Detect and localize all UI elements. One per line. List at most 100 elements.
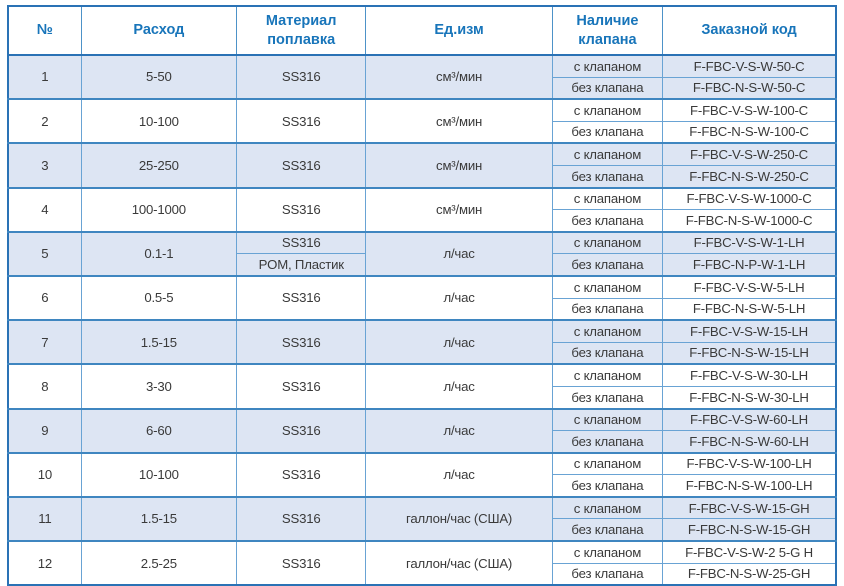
cell-valve-without: без клапана: [551, 297, 664, 321]
cell-unit: л/час: [365, 451, 553, 498]
cell-float-material: SS316: [236, 451, 367, 498]
cell-valve-without: без клапана: [551, 430, 664, 454]
cell-valve-with: с клапаном: [551, 53, 664, 78]
cell-float-material: SS316: [236, 142, 367, 189]
cell-valve-without: без клапана: [551, 120, 664, 144]
cell-number: 1: [7, 53, 82, 100]
cell-order-code: F-FBC-N-S-W-15-GH: [662, 518, 837, 542]
cell-valve-with: с клапаном: [551, 407, 664, 432]
table-row: 3 25-250 SS316 см³/мин с клапаном F-FBC-V-S-W…: [7, 142, 837, 189]
cell-flow-range: 25-250: [80, 142, 238, 189]
cell-order-code: F-FBC-V-S-W-1-LH: [662, 230, 837, 255]
cell-valve-without: без клапана: [551, 474, 664, 498]
cell-unit: л/час: [365, 319, 553, 365]
cell-number: 6: [7, 274, 82, 321]
table-row: 8 3-30 SS316 л/час с клапаном F-FBC-V-S-W-30-…: [7, 363, 837, 410]
cell-valve-without: без клапана: [551, 341, 664, 365]
cell-valve-with: с клапаном: [551, 451, 664, 476]
cell-flow-range: 10-100: [80, 451, 238, 498]
table-row: 2 10-100 SS316 см³/мин с клапаном F-FBC-V-S-W…: [7, 98, 837, 144]
cell-valve-with: с клапаном: [551, 495, 664, 520]
cell-order-code: F-FBC-V-S-W-250-C: [662, 142, 837, 166]
cell-unit: л/час: [365, 274, 553, 321]
cell-valve-with: с клапаном: [551, 142, 664, 166]
table-subrow: без клапана F-FBC-N-S-W-60-LH: [8, 430, 837, 454]
cell-flow-range: 1.5-15: [80, 495, 238, 542]
cell-order-code: F-FBC-V-S-W-60-LH: [662, 407, 837, 432]
cell-valve-without: без клапана: [551, 253, 664, 277]
cell-flow-range: 3-30: [80, 363, 238, 410]
cell-valve-with: с клапаном: [551, 230, 664, 255]
cell-order-code: F-FBC-V-S-W-1000-C: [662, 186, 837, 211]
cell-number: 2: [7, 98, 82, 144]
col-header-flow: Расход: [80, 5, 238, 56]
cell-order-code: F-FBC-N-S-W-5-LH: [662, 297, 837, 321]
cell-order-code: F-FBC-N-P-W-1-LH: [662, 253, 837, 277]
table-subrow: без клапана F-FBC-N-S-W-15-LH: [8, 341, 837, 365]
cell-number: 3: [7, 142, 82, 189]
table-row: 6 0.5-5 SS316 л/час с клапаном F-FBC-V-S-W-5-…: [7, 274, 837, 321]
cell-float-material: SS316: [236, 186, 367, 233]
table-subrow: без клапана F-FBC-N-S-W-5-LH: [8, 297, 837, 321]
cell-order-code: F-FBC-N-S-W-100-C: [662, 120, 837, 144]
cell-order-code: F-FBC-V-S-W-50-C: [662, 53, 837, 78]
col-header-code: Заказной код: [662, 5, 837, 56]
cell-float-material: SS316: [236, 407, 367, 454]
cell-order-code: F-FBC-N-S-W-25-GH: [662, 562, 837, 586]
table-row: 1 5-50 SS316 см³/мин с клапаном F-FBC-V-S-W-5…: [7, 53, 837, 100]
cell-valve-without: без клапана: [551, 385, 664, 410]
cell-float-material: SS316: [236, 53, 367, 100]
cell-float-material: POM, Пластик: [236, 253, 367, 277]
cell-number: 8: [7, 363, 82, 410]
cell-valve-with: с клапаном: [551, 274, 664, 299]
cell-float-material: SS316: [236, 230, 367, 255]
cell-flow-range: 1.5-15: [80, 319, 238, 365]
cell-order-code: F-FBC-V-S-W-5-LH: [662, 274, 837, 299]
order-codes-table-wrap: № Расход Материал поплавка Ед.изм Наличи…: [7, 5, 837, 586]
cell-unit: см³/мин: [365, 142, 553, 189]
col-header-material: Материал поплавка: [236, 5, 367, 56]
cell-unit: см³/мин: [365, 186, 553, 233]
cell-order-code: F-FBC-N-S-W-50-C: [662, 76, 837, 100]
cell-float-material: SS316: [236, 274, 367, 321]
cell-order-code: F-FBC-N-S-W-1000-C: [662, 209, 837, 233]
table-subrow: без клапана F-FBC-N-S-W-30-LH: [8, 385, 837, 410]
table-row: 4 100-1000 SS316 см³/мин с клапаном F-FBC-V-S…: [7, 186, 837, 233]
table-row: 9 6-60 SS316 л/час с клапаном F-FBC-V-S-W-60-…: [7, 407, 837, 454]
cell-order-code: F-FBC-V-S-W-30-LH: [662, 363, 837, 387]
cell-valve-with: с клапаном: [551, 319, 664, 343]
cell-order-code: F-FBC-N-S-W-60-LH: [662, 430, 837, 454]
table-row: 7 1.5-15 SS316 л/час с клапаном F-FBC-V-S-W-1…: [7, 319, 837, 365]
table-subrow: без клапана F-FBC-N-S-W-50-C: [8, 76, 837, 100]
table-subrow: без клапана F-FBC-N-S-W-15-GH: [8, 518, 837, 542]
table-subrow: POM, Пластик без клапана F-FBC-N-P-W-1-LH: [8, 253, 837, 277]
cell-valve-with: с клапаном: [551, 363, 664, 387]
cell-flow-range: 100-1000: [80, 186, 238, 233]
cell-valve-without: без клапана: [551, 518, 664, 542]
table-header: № Расход Материал поплавка Ед.изм Наличи…: [7, 5, 837, 56]
cell-float-material: SS316: [236, 98, 367, 144]
cell-order-code: F-FBC-N-S-W-100-LH: [662, 474, 837, 498]
cell-float-material: SS316: [236, 540, 367, 586]
cell-float-material: SS316: [236, 495, 367, 542]
cell-number: 9: [7, 407, 82, 454]
cell-number: 10: [7, 451, 82, 498]
cell-valve-without: без клапана: [551, 164, 664, 189]
cell-unit: см³/мин: [365, 98, 553, 144]
table-row: 12 2.5-25 SS316 галлон/час (США) с клапаном F…: [7, 540, 837, 586]
cell-valve-with: с клапаном: [551, 186, 664, 211]
cell-flow-range: 0.5-5: [80, 274, 238, 321]
order-codes-table: № Расход Материал поплавка Ед.изм Наличи…: [7, 5, 837, 586]
cell-flow-range: 2.5-25: [80, 540, 238, 586]
cell-order-code: F-FBC-V-S-W-15-LH: [662, 319, 837, 343]
cell-order-code: F-FBC-N-S-W-15-LH: [662, 341, 837, 365]
cell-order-code: F-FBC-V-S-W-15-GH: [662, 495, 837, 520]
cell-order-code: F-FBC-V-S-W-2 5-G H: [662, 540, 837, 564]
cell-number: 11: [7, 495, 82, 542]
table-subrow: без клапана F-FBC-N-S-W-250-C: [8, 164, 837, 189]
cell-unit: л/час: [365, 363, 553, 410]
table-body: 1 5-50 SS316 см³/мин с клапаном F-FBC-V-S-W-5…: [7, 53, 837, 586]
cell-flow-range: 0.1-1: [80, 230, 238, 277]
cell-order-code: F-FBC-N-S-W-250-C: [662, 164, 837, 189]
cell-unit: галлон/час (США): [365, 540, 553, 586]
